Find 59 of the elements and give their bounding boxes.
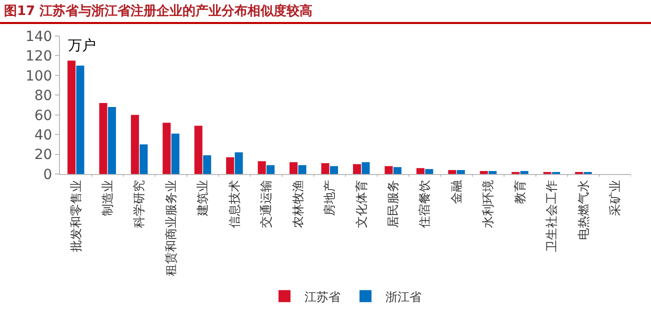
x-tick-label: 信息技术 xyxy=(227,180,242,228)
bar xyxy=(448,170,456,174)
x-tick-label: 建筑业 xyxy=(196,180,210,217)
y-tick-label: 0 xyxy=(43,166,52,183)
x-tick-label: 居民服务 xyxy=(386,180,400,228)
x-tick-label: 批发和零售业 xyxy=(68,180,83,252)
bar xyxy=(352,164,362,174)
bar xyxy=(488,171,497,174)
x-tick-label: 农林牧渔 xyxy=(290,180,305,228)
x-tick-label: 卫生社会工作 xyxy=(544,180,559,252)
x-tick-label: 水利环境 xyxy=(481,180,496,228)
x-tick-label: 租赁和商业服务业 xyxy=(164,180,178,276)
bar xyxy=(99,103,108,174)
bar xyxy=(76,66,84,174)
bar xyxy=(456,170,465,174)
x-tick-label: 科学研究 xyxy=(132,180,146,228)
y-tick-label: 100 xyxy=(25,68,52,84)
x-tick-label: 住宿餐饮 xyxy=(418,180,432,229)
bar xyxy=(194,126,202,174)
bar xyxy=(384,166,393,174)
bar xyxy=(520,171,528,174)
x-tick-label: 金融 xyxy=(449,180,464,204)
bar xyxy=(162,122,171,174)
x-tick-label: 文化体育 xyxy=(354,180,368,228)
x-tick-label: 房地产 xyxy=(322,180,337,216)
bar xyxy=(393,167,402,174)
bar xyxy=(171,134,180,174)
bar xyxy=(226,157,234,174)
bar xyxy=(290,162,298,174)
bar xyxy=(416,168,424,174)
legend-label: 浙江省 xyxy=(386,290,422,304)
bar xyxy=(330,166,338,174)
bar xyxy=(234,152,243,174)
y-tick-label: 20 xyxy=(34,147,52,164)
bar xyxy=(480,171,488,174)
bar xyxy=(266,165,275,174)
bar xyxy=(321,163,330,174)
y-tick-label: 40 xyxy=(34,127,52,144)
x-tick-label: 制造业 xyxy=(100,180,114,216)
x-tick-label: 教育 xyxy=(512,180,527,204)
x-tick-label: 交通运输 xyxy=(259,180,274,228)
y-tick-label: 120 xyxy=(25,48,52,65)
bar xyxy=(425,169,434,174)
bar xyxy=(203,155,212,174)
chart-title: 图17 江苏省与浙江省注册企业的产业分布相似度较高 xyxy=(4,2,313,20)
x-tick-label: 采矿业 xyxy=(608,180,622,216)
legend-label: 江苏省 xyxy=(304,290,340,304)
bar xyxy=(362,162,370,174)
y-tick-label: 80 xyxy=(34,88,52,104)
bar xyxy=(258,161,266,174)
bar xyxy=(67,60,76,174)
y-tick-label: 60 xyxy=(34,108,52,124)
bar xyxy=(108,106,116,174)
y-tick-label: 140 xyxy=(25,28,52,45)
y-axis-title: 万户 xyxy=(68,38,96,54)
bar xyxy=(130,114,139,174)
bar xyxy=(140,144,148,174)
x-tick-label: 电热燃气水 xyxy=(576,180,590,240)
bar xyxy=(298,165,306,174)
